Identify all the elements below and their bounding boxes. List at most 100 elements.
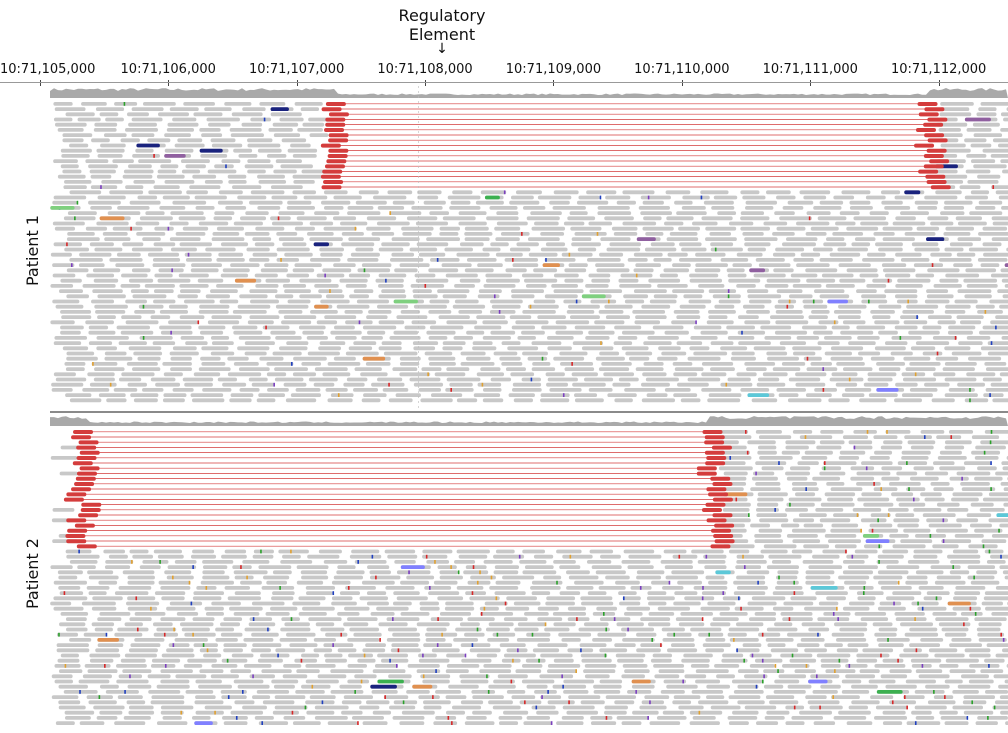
read: [647, 591, 667, 595]
mismatch: [280, 258, 282, 262]
read: [633, 289, 667, 293]
read: [223, 721, 248, 725]
read: [801, 622, 826, 627]
read: [753, 471, 775, 476]
read: [556, 549, 582, 554]
read: [621, 330, 655, 335]
read: [237, 346, 270, 351]
read: [307, 554, 340, 559]
read: [951, 497, 979, 502]
read: [232, 325, 258, 330]
read: [282, 674, 308, 679]
read: [934, 580, 966, 585]
read: [378, 320, 405, 325]
read: [896, 497, 920, 502]
read: [749, 299, 772, 304]
mismatch: [613, 617, 616, 621]
read: [820, 658, 849, 663]
mismatch: [435, 669, 437, 673]
read: [89, 242, 114, 247]
mismatch: [993, 705, 996, 710]
read: [863, 502, 894, 507]
read: [695, 669, 729, 673]
read: [507, 346, 539, 351]
mismatch: [109, 382, 112, 387]
read: [181, 627, 210, 632]
read: [622, 596, 641, 601]
mismatch: [246, 575, 248, 580]
mismatch: [503, 190, 506, 195]
read: [131, 133, 155, 137]
read: [563, 679, 595, 684]
read: [645, 377, 679, 382]
read: [469, 648, 501, 653]
read: [203, 653, 222, 658]
read: [852, 508, 882, 512]
mismatch: [990, 341, 993, 345]
read: [127, 606, 158, 611]
mismatch: [788, 299, 791, 304]
read: [199, 648, 218, 653]
read: [908, 330, 940, 335]
read: [69, 258, 103, 262]
read: [875, 242, 903, 247]
read: [691, 549, 724, 554]
read: [204, 606, 224, 611]
read: [394, 268, 418, 273]
read: [927, 216, 949, 221]
read: [911, 601, 939, 606]
read: [690, 664, 710, 668]
read: [482, 336, 511, 340]
read: [978, 232, 1008, 236]
mismatch: [823, 461, 826, 465]
read: [589, 289, 623, 293]
highlight-read: [810, 586, 838, 590]
mismatch: [388, 382, 390, 387]
read: [272, 351, 302, 356]
read: [160, 330, 193, 335]
read: [585, 284, 609, 288]
read: [282, 242, 307, 247]
read: [671, 320, 696, 325]
read: [413, 304, 447, 309]
read: [438, 315, 470, 319]
mismatch: [673, 632, 676, 637]
mismatch: [788, 617, 791, 621]
highlight-read: [136, 143, 160, 148]
coverage-track: [50, 88, 1008, 98]
read: [258, 721, 289, 725]
mismatch: [518, 554, 521, 559]
read: [758, 435, 792, 439]
read: [354, 674, 377, 679]
mismatch: [923, 435, 926, 439]
mismatch: [660, 643, 662, 647]
read: [207, 320, 240, 325]
read: [152, 341, 176, 345]
read: [336, 304, 370, 309]
read: [744, 237, 778, 241]
read: [323, 643, 354, 647]
read: [597, 211, 632, 215]
read: [824, 492, 856, 497]
read: [874, 632, 897, 637]
read: [295, 690, 325, 694]
read: [653, 664, 685, 668]
mismatch: [954, 336, 957, 340]
mismatch: [267, 627, 269, 632]
read: [384, 549, 416, 554]
read: [796, 221, 830, 226]
read: [509, 200, 540, 205]
read: [772, 367, 801, 371]
mismatch: [963, 622, 965, 627]
read: [673, 310, 700, 314]
read: [531, 341, 562, 345]
read: [814, 388, 838, 392]
read: [257, 148, 282, 153]
read: [785, 445, 809, 450]
read: [59, 622, 86, 627]
read: [870, 695, 894, 699]
read: [360, 372, 388, 377]
read: [296, 565, 329, 569]
read: [202, 570, 225, 575]
read: [727, 716, 758, 720]
